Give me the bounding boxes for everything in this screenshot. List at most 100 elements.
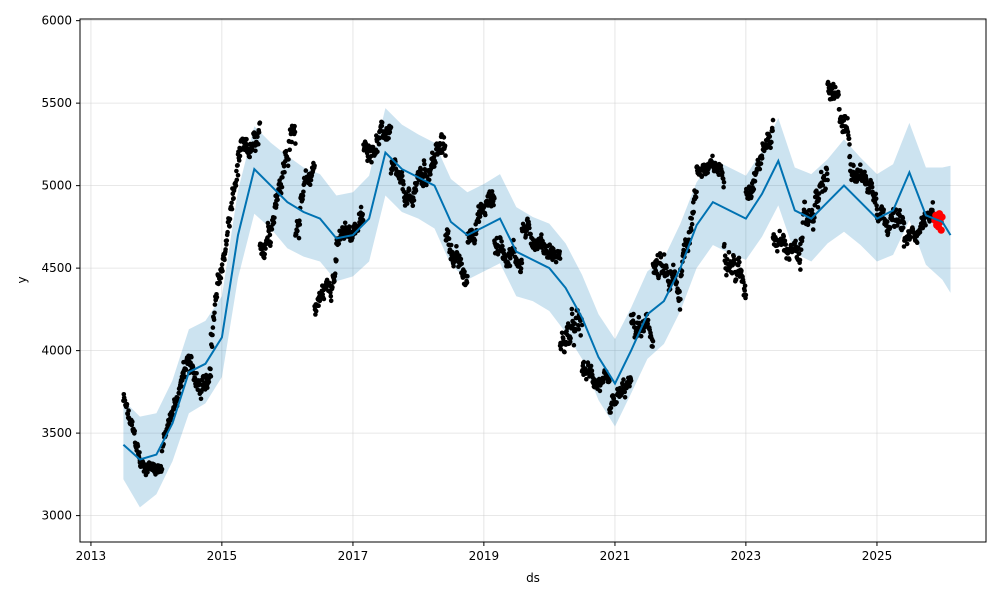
observed-point <box>316 303 321 309</box>
observed-point <box>280 174 285 180</box>
observed-point <box>346 224 352 229</box>
observed-point <box>866 190 872 195</box>
observed-point <box>489 189 495 194</box>
observed-point <box>458 256 464 262</box>
plot-frame <box>79 18 987 543</box>
observed-point <box>301 189 306 195</box>
observed-point <box>641 328 646 334</box>
observed-point <box>689 227 694 233</box>
observed-point <box>328 294 334 299</box>
observed-point <box>576 326 581 332</box>
observed-point <box>220 268 225 274</box>
observed-point <box>282 169 287 175</box>
observed-point <box>269 226 275 232</box>
observed-point <box>328 290 333 295</box>
observed-point <box>159 466 165 472</box>
observed-point <box>539 232 544 237</box>
observed-point <box>800 235 805 241</box>
x-axis-label: ds <box>526 571 540 585</box>
observed-point <box>841 118 847 123</box>
observed-point <box>858 162 863 167</box>
observed-point <box>206 379 212 385</box>
observed-point <box>223 247 228 252</box>
observed-point <box>130 419 135 425</box>
observed-point <box>257 120 263 125</box>
observed-point <box>815 205 821 210</box>
observed-point <box>758 161 764 166</box>
observed-point <box>721 184 726 190</box>
observed-point <box>404 201 410 206</box>
observed-point <box>233 183 239 188</box>
observed-point <box>664 265 669 271</box>
observed-point <box>679 272 684 278</box>
observed-point <box>901 244 907 249</box>
observed-point <box>491 202 496 208</box>
observed-point <box>287 147 293 153</box>
observed-point <box>205 385 210 391</box>
observed-point <box>227 216 233 222</box>
observed-point <box>672 269 678 274</box>
observed-point <box>275 197 280 203</box>
observed-point <box>462 269 467 274</box>
observed-point <box>189 354 194 360</box>
observed-point <box>467 238 473 244</box>
observed-point <box>500 243 505 249</box>
observed-point <box>212 302 218 307</box>
observed-point <box>569 306 575 312</box>
x-tick-label: 2017 <box>338 549 369 563</box>
observed-point <box>210 325 216 330</box>
x-tick-label: 2015 <box>207 549 238 563</box>
observed-point <box>286 157 291 162</box>
grid-lines <box>80 19 986 542</box>
observed-point <box>214 294 220 300</box>
observed-point <box>721 180 727 185</box>
observed-point <box>465 273 470 279</box>
y-tick-label: 3000 <box>41 509 72 523</box>
observed-point <box>607 378 612 384</box>
x-tick-label: 2019 <box>469 549 500 563</box>
observed-point <box>782 238 788 243</box>
observed-point <box>836 92 841 98</box>
observed-point <box>293 141 298 146</box>
observed-point <box>229 200 234 206</box>
observed-point <box>820 183 826 188</box>
observed-point <box>557 249 562 254</box>
observed-point <box>210 332 215 338</box>
observed-point <box>783 242 788 247</box>
observed-point <box>229 206 235 212</box>
observed-point <box>451 264 456 269</box>
observed-point <box>428 172 433 177</box>
observed-point <box>769 140 774 145</box>
observed-point <box>293 232 299 237</box>
observed-point <box>370 144 376 150</box>
observed-point <box>671 262 676 268</box>
observed-point <box>573 326 578 332</box>
observed-point <box>159 448 165 454</box>
observed-point <box>678 296 683 302</box>
observed-point <box>777 228 782 234</box>
observed-point <box>122 398 128 403</box>
observed-point <box>770 117 776 123</box>
observed-point <box>694 189 699 195</box>
observed-point <box>469 227 475 233</box>
observed-point <box>757 166 763 172</box>
observed-point <box>679 268 685 274</box>
observed-point <box>576 323 581 328</box>
observed-point <box>518 269 523 275</box>
x-tick-label: 2021 <box>600 549 631 563</box>
observed-point <box>265 220 271 226</box>
observed-point <box>377 135 383 141</box>
observed-point <box>904 241 910 247</box>
observed-point <box>885 230 891 236</box>
observed-point <box>589 368 595 374</box>
observed-point <box>847 153 853 159</box>
observed-point <box>300 197 305 202</box>
observed-point <box>225 229 230 235</box>
observed-point <box>689 221 695 227</box>
y-tick-label: 3500 <box>41 426 72 440</box>
observed-point <box>236 158 242 163</box>
observed-point <box>279 184 285 190</box>
observed-point <box>211 317 217 323</box>
observed-point <box>218 275 224 281</box>
observed-point <box>621 377 626 382</box>
